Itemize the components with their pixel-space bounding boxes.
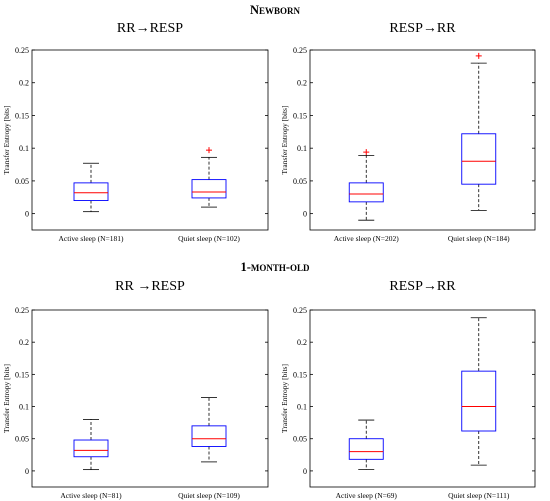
box-plot-quiet-sleep bbox=[191, 147, 227, 208]
y-axis-label: Transfer Entropy [bits] bbox=[2, 364, 11, 433]
box-plot-active-sleep bbox=[348, 149, 384, 221]
chart-title: RESP→RR bbox=[389, 279, 456, 294]
iqr-box bbox=[348, 438, 384, 460]
section-title-newborn: Newborn bbox=[250, 3, 301, 17]
section-title-1-month-old: 1-month-old bbox=[240, 260, 310, 274]
chart-panel-newborn-rr-to-resp: RR→RESP 0 0.05 0.1 0.15 0.2 0.25 Transfer Entro… bbox=[2, 21, 269, 243]
y-tick-label: 0 bbox=[303, 210, 307, 219]
iqr-box bbox=[348, 182, 384, 203]
x-tick-label: Active sleep (N=202) bbox=[334, 234, 400, 243]
box-plot-active-sleep bbox=[73, 419, 109, 471]
plot-frame bbox=[309, 49, 536, 231]
chart-title: RESP→RR bbox=[389, 21, 456, 36]
y-tick-label: 0.2 bbox=[19, 338, 29, 347]
x-tick-label: Quiet sleep (N=111) bbox=[448, 491, 510, 500]
y-axis-label: Transfer Entropy [bits] bbox=[280, 364, 289, 433]
iqr-box bbox=[461, 370, 497, 432]
box-plot-quiet-sleep bbox=[191, 397, 227, 463]
y-tick-label: 0.2 bbox=[297, 338, 307, 347]
plot-frame bbox=[31, 49, 269, 231]
x-tick-label: Quiet sleep (N=184) bbox=[448, 234, 510, 243]
iqr-box bbox=[73, 439, 109, 458]
y-tick-label: 0.25 bbox=[293, 306, 307, 315]
y-tick-label: 0.2 bbox=[19, 79, 29, 88]
y-tick-label: 0.25 bbox=[15, 46, 29, 55]
y-tick-label: 0.15 bbox=[15, 370, 29, 379]
y-tick-label: 0.15 bbox=[293, 370, 307, 379]
x-tick-label: Active sleep (N=81) bbox=[60, 491, 122, 500]
y-axis-label: Transfer Entropy [bits] bbox=[280, 106, 289, 175]
y-tick-label: 0.1 bbox=[19, 403, 29, 412]
y-axis-label: Transfer Entropy [bits] bbox=[2, 106, 11, 175]
x-tick-label: Quiet sleep (N=102) bbox=[178, 234, 240, 243]
y-tick-label: 0.15 bbox=[15, 111, 29, 120]
iqr-box bbox=[461, 133, 497, 185]
box-plot-active-sleep bbox=[73, 162, 109, 213]
y-tick-label: 0.1 bbox=[297, 144, 307, 153]
y-tick-label: 0.05 bbox=[15, 177, 29, 186]
iqr-box bbox=[73, 182, 109, 201]
y-tick-label: 0 bbox=[303, 467, 307, 476]
y-tick-label: 0.1 bbox=[297, 403, 307, 412]
box-plot-active-sleep bbox=[348, 419, 384, 471]
plot-frame bbox=[31, 309, 269, 488]
x-tick-label: Quiet sleep (N=109) bbox=[178, 491, 240, 500]
x-tick-label: Active sleep (N=181) bbox=[58, 234, 124, 243]
chart-title: RR →RESP bbox=[115, 279, 185, 294]
x-tick-label: Active sleep (N=69) bbox=[336, 491, 398, 500]
iqr-box bbox=[191, 179, 227, 199]
y-tick-label: 0.15 bbox=[293, 111, 307, 120]
y-tick-label: 0.25 bbox=[293, 46, 307, 55]
y-tick-label: 0.25 bbox=[15, 306, 29, 315]
chart-panel-1-month-resp-to-rr: RESP→RR 0 0.05 0.1 0.15 0.2 0.25 Transfer Entro… bbox=[280, 279, 536, 500]
chart-title: RR→RESP bbox=[117, 21, 183, 36]
y-tick-label: 0 bbox=[25, 210, 29, 219]
y-tick-label: 0.05 bbox=[293, 435, 307, 444]
chart-panel-1-month-rr-to-resp: RR →RESP 0 0.05 0.1 0.15 0.2 0.25 Transfer Entr… bbox=[2, 279, 269, 500]
box-plot-quiet-sleep bbox=[461, 52, 497, 211]
y-tick-label: 0.05 bbox=[15, 435, 29, 444]
chart-panel-newborn-resp-to-rr: RESP→RR 0 0.05 0.1 0.15 0.2 0.25 Transfer Entro… bbox=[280, 21, 536, 243]
y-tick-label: 0.05 bbox=[293, 177, 307, 186]
y-tick-label: 0.1 bbox=[19, 144, 29, 153]
iqr-box bbox=[191, 425, 227, 447]
box-plot-quiet-sleep bbox=[461, 317, 497, 466]
y-tick-label: 0.2 bbox=[297, 79, 307, 88]
y-tick-label: 0 bbox=[25, 467, 29, 476]
plot-frame bbox=[309, 309, 536, 488]
